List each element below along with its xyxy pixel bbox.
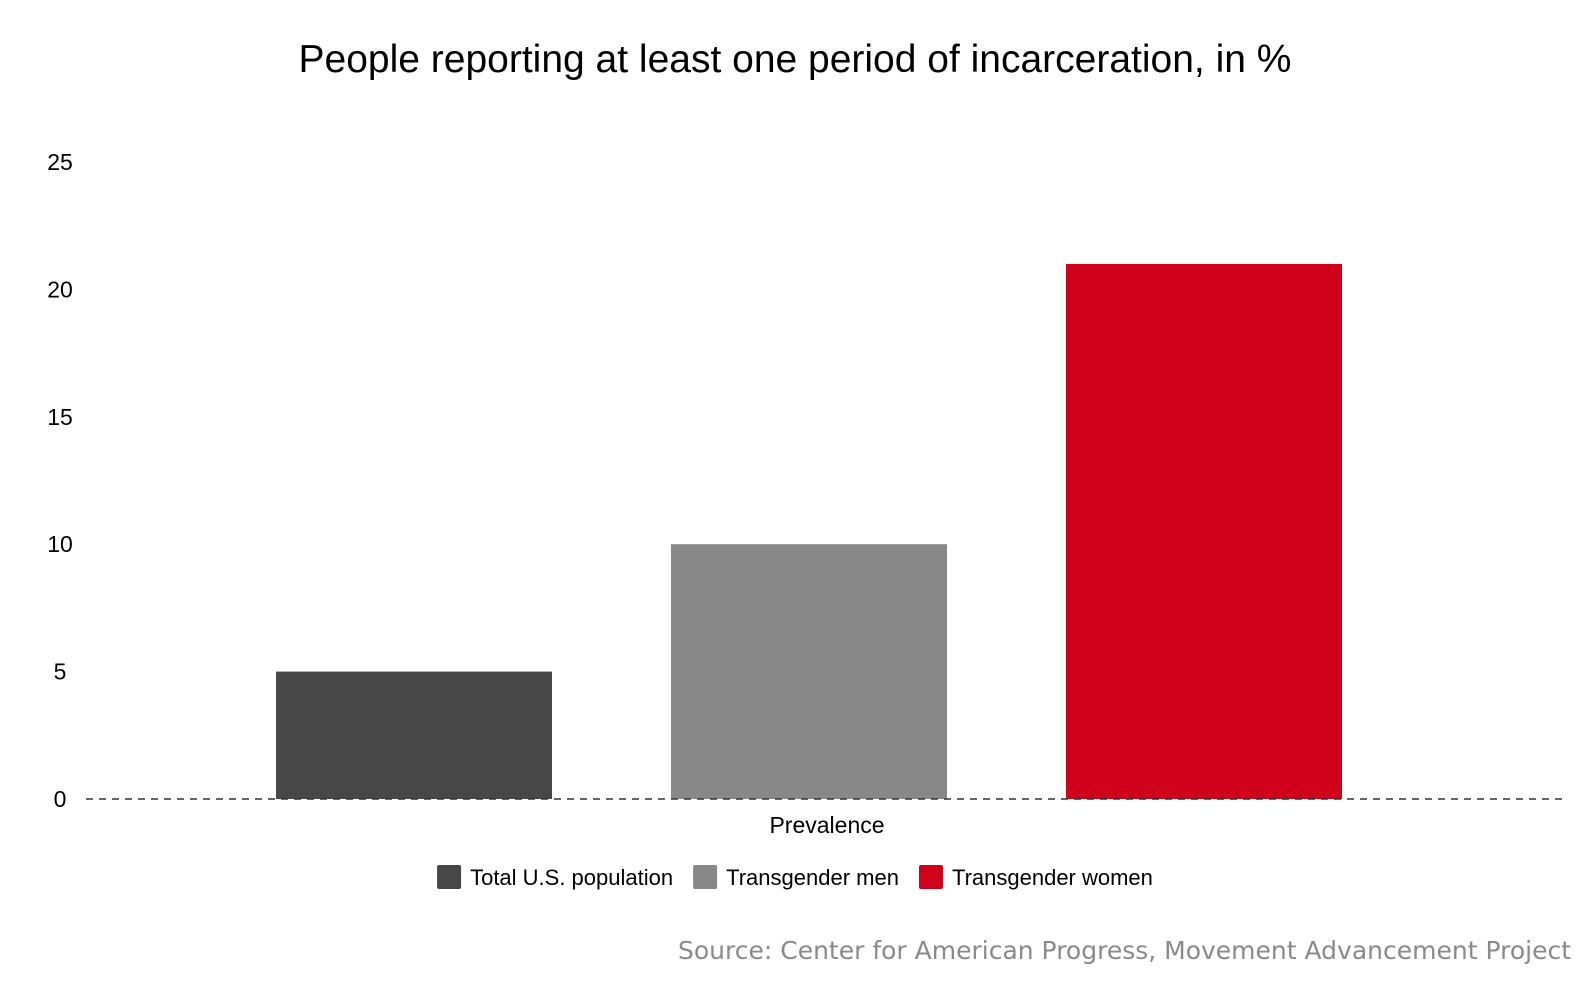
legend-label: Transgender women bbox=[952, 865, 1153, 890]
x-category-label: Prevalence bbox=[769, 812, 884, 838]
chart-title: People reporting at least one period of … bbox=[299, 38, 1292, 81]
y-axis: 0 5 10 15 20 25 bbox=[47, 149, 73, 812]
legend-swatch bbox=[693, 865, 718, 889]
source-note: Source: Center for American Progress, Mo… bbox=[678, 936, 1571, 965]
y-tick-label: 15 bbox=[47, 404, 73, 430]
y-tick-label: 0 bbox=[54, 786, 67, 812]
y-tick-label: 10 bbox=[47, 531, 73, 557]
legend-swatch bbox=[918, 865, 943, 889]
bar bbox=[276, 671, 552, 799]
y-tick-label: 5 bbox=[54, 659, 67, 685]
legend: Total U.S. population Transgender men Tran… bbox=[437, 865, 1153, 890]
bars-group bbox=[276, 263, 1342, 799]
bar bbox=[1066, 263, 1342, 799]
y-tick-label: 20 bbox=[47, 276, 73, 302]
legend-label: Total U.S. population bbox=[470, 865, 673, 890]
legend-swatch bbox=[437, 865, 462, 889]
y-tick-label: 25 bbox=[47, 149, 73, 175]
legend-label: Transgender men bbox=[726, 865, 899, 890]
bar bbox=[671, 544, 947, 799]
